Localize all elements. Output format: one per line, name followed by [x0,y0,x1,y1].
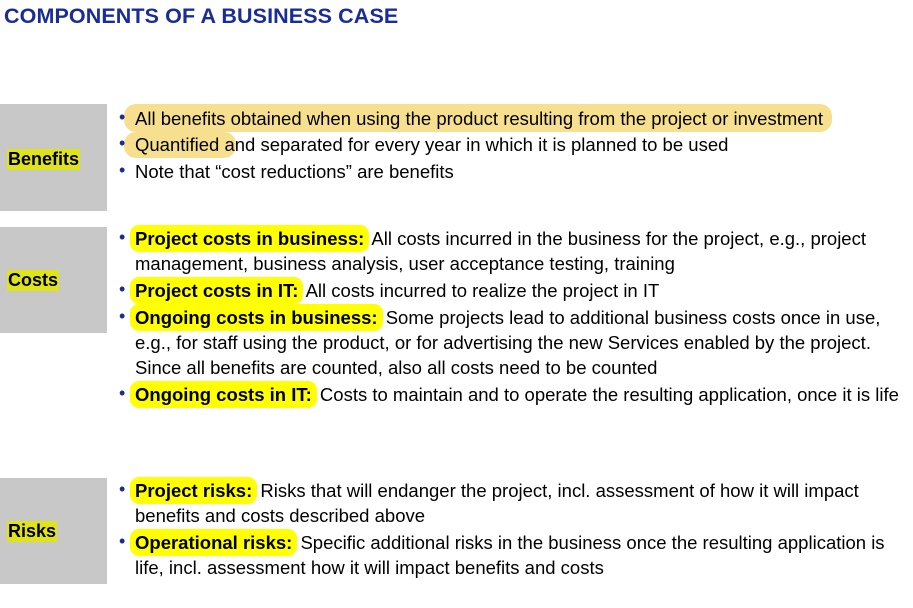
risks-label: Risks [7,521,58,542]
benefit-text: Quantified and separated for every year … [135,134,729,155]
bullet-icon: • [119,306,126,326]
cost-text: All costs incurred to realize the projec… [301,280,660,301]
bullet-icon: • [119,383,126,403]
list-item: • Project costs in business: All costs i… [118,226,908,276]
bullet-icon: • [119,531,126,551]
list-item: • Note that “cost reductions” are benefi… [118,159,908,184]
bullet-icon: • [119,160,126,180]
costs-label-box: Costs [0,227,107,333]
risk-term: Operational risks: [132,531,296,554]
risk-text: Specific additional risks in the busines… [135,532,885,578]
marker-highlight [124,104,832,132]
risks-label-box: Risks [0,478,107,584]
bullet-icon: • [119,479,126,499]
benefits-list: • All benefits obtained when using the p… [118,106,908,184]
list-item: • All benefits obtained when using the p… [118,106,908,131]
list-item: • Project risks: Risks that will endange… [118,478,908,528]
benefit-text: All benefits obtained when using the pro… [135,108,823,129]
marker-highlight [124,132,236,158]
cost-text: Some projects lead to additional busines… [135,307,881,378]
benefits-label: Benefits [7,149,81,170]
risk-term: Project risks: [132,479,256,502]
risks-list: • Project risks: Risks that will endange… [118,478,908,580]
list-item: • Quantified and separated for every yea… [118,132,908,157]
bullet-icon: • [119,107,126,127]
costs-list: • Project costs in business: All costs i… [118,226,908,407]
cost-term: Ongoing costs in IT: [132,383,315,406]
page-title: COMPONENTS OF A BUSINESS CASE [4,4,399,28]
cost-term: Project costs in business: [132,227,368,250]
costs-label: Costs [7,270,60,291]
list-item: • Ongoing costs in business: Some projec… [118,305,908,380]
list-item: • Operational risks: Specific additional… [118,530,908,580]
benefits-label-box: Benefits [0,104,107,211]
cost-text: All costs incurred in the business for t… [135,228,866,274]
cost-term: Ongoing costs in business: [132,306,381,329]
list-item: • Ongoing costs in IT: Costs to maintain… [118,382,908,407]
risk-text: Risks that will endanger the project, in… [135,480,859,526]
benefit-text: Note that “cost reductions” are benefits [135,161,454,182]
cost-text: Costs to maintain and to operate the res… [314,384,899,405]
list-item: • Project costs in IT: All costs incurre… [118,278,908,303]
bullet-icon: • [119,227,126,247]
bullet-icon: • [119,133,126,153]
bullet-icon: • [119,279,126,299]
cost-term: Project costs in IT: [132,279,302,302]
